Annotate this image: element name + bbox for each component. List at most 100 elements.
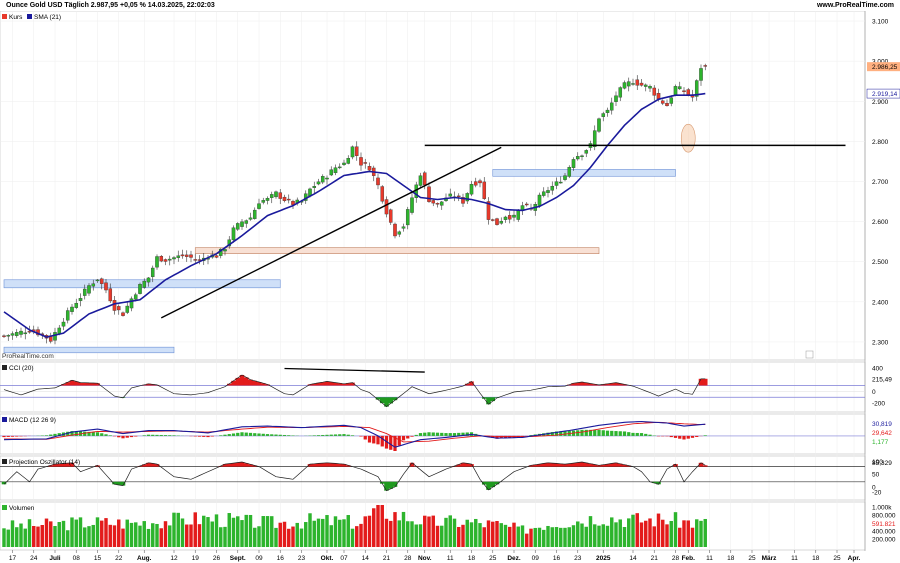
candle-body	[575, 156, 580, 160]
candle-body	[214, 255, 219, 258]
x-tick-label: 08	[73, 555, 81, 562]
x-tick-label: 26	[213, 555, 221, 562]
candle-body	[180, 254, 185, 257]
po-label: Projection Oszillator (14)	[9, 459, 80, 466]
po-tick-label: 50	[872, 472, 880, 479]
x-tick-label: Feb.	[682, 555, 696, 562]
panel-menu-icon	[805, 350, 814, 359]
candle-body	[448, 193, 453, 197]
x-tick-label: 07	[340, 555, 348, 562]
candle-body	[410, 197, 414, 213]
candle-body	[499, 220, 504, 224]
candle-body	[686, 89, 691, 95]
candle-body	[393, 223, 397, 237]
x-tick-label: 18	[468, 555, 476, 562]
candle-body	[422, 172, 427, 186]
cci-legend-swatch	[2, 365, 7, 370]
x-tick-label: 16	[553, 555, 561, 562]
x-tick-label: 19	[192, 555, 200, 562]
macd-value-label: 30,819	[872, 421, 892, 428]
candle-body	[282, 196, 287, 201]
candle-body	[346, 158, 351, 164]
zone-box	[194, 247, 600, 254]
x-tick-label: 11	[706, 555, 713, 562]
candle-body	[252, 209, 257, 219]
candle-body	[486, 201, 491, 220]
candle-body	[609, 102, 614, 111]
candle-body	[635, 79, 640, 86]
candle-body	[235, 223, 240, 230]
candle-body	[699, 68, 703, 81]
candle-body	[546, 190, 550, 193]
candles	[2, 63, 708, 345]
candle-body	[376, 177, 380, 186]
sma-value-label: 2.919,14	[872, 91, 898, 98]
x-tick-label: 21	[383, 555, 391, 562]
gold-chart[interactable]: 3.100 3.000 2.900 2.800 2.700 2.600 2.500 2.400…	[0, 11, 900, 563]
x-tick-label: 11	[447, 555, 454, 562]
x-tick-label: 28	[672, 555, 680, 562]
candle-body	[601, 113, 606, 117]
candle-body	[490, 219, 495, 221]
candle-body	[116, 306, 121, 311]
candle-body	[333, 167, 338, 174]
candle-body	[524, 203, 529, 206]
candle-body	[516, 210, 521, 220]
candle-body	[469, 183, 474, 195]
legend-sma-label: SMA (21)	[34, 14, 61, 21]
x-tick-label: März	[762, 555, 778, 562]
candle-body	[261, 200, 266, 203]
candle-body	[405, 209, 410, 226]
zone-box	[3, 346, 175, 354]
trend-line	[160, 146, 502, 319]
candle-body	[465, 193, 470, 202]
candle-body	[639, 82, 644, 86]
candle-body	[342, 162, 346, 165]
candle-body	[388, 209, 393, 223]
zone-box	[3, 279, 281, 289]
po-tick-label: 100	[872, 459, 883, 466]
candle-body	[87, 285, 91, 294]
candle-body	[558, 181, 563, 184]
x-tick-label: 18	[727, 555, 735, 562]
candle-body	[176, 255, 181, 258]
volume-label: Volumen	[9, 505, 35, 512]
candle-body	[431, 200, 436, 204]
candle-body	[278, 192, 283, 199]
candle-body	[367, 166, 372, 171]
legend-kurs-label: Kurs	[9, 14, 23, 21]
candle-body	[70, 306, 74, 312]
macd-label: MACD (12 26 9)	[9, 417, 56, 424]
candle-body	[138, 283, 142, 294]
cci-tick-label: -200	[872, 401, 885, 408]
candle-body	[248, 217, 253, 220]
x-tick-label: 25	[748, 555, 756, 562]
volume-current-box	[867, 518, 900, 528]
candle-body	[65, 310, 70, 321]
candle-body	[660, 100, 665, 104]
candle-body	[397, 231, 402, 235]
candle-body	[91, 283, 96, 287]
candle-body	[129, 298, 134, 309]
candle-body	[643, 84, 648, 87]
candle-body	[380, 186, 385, 202]
x-tick-label: 12	[170, 555, 178, 562]
price-tick-label: 2.600	[872, 219, 889, 226]
price-tick-label: 2.700	[872, 179, 889, 186]
candle-body	[359, 157, 363, 166]
candle-body	[23, 332, 28, 335]
candle-body	[231, 227, 236, 241]
candle-body	[495, 218, 499, 225]
x-tick-label: 09	[255, 555, 263, 562]
candle-body	[605, 109, 610, 113]
candle-body	[427, 186, 431, 202]
x-tick-label: Okt.	[321, 555, 334, 562]
cci-divergence-line	[284, 367, 425, 373]
candle-body	[78, 298, 83, 301]
candle-body	[14, 332, 19, 336]
price-tick-label: 2.900	[872, 99, 889, 106]
site-link[interactable]: www.ProRealTime.com	[816, 2, 894, 9]
candle-body	[614, 95, 618, 102]
candle-body	[269, 194, 274, 198]
candle-body	[618, 87, 623, 98]
